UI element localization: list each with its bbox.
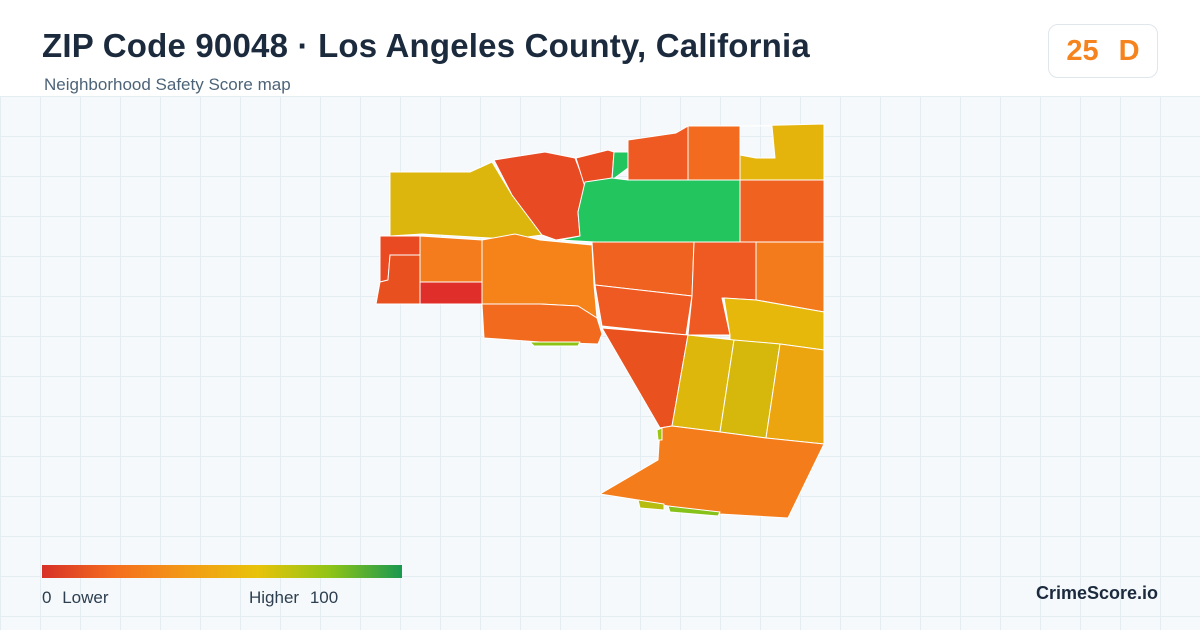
header: ZIP Code 90048 · Los Angeles County, Cal… bbox=[0, 0, 1200, 96]
score-badge: 25 D bbox=[1048, 24, 1158, 78]
legend-min-label: Lower bbox=[62, 588, 109, 607]
region-west-orange[interactable] bbox=[419, 235, 483, 283]
region-west-deep-red[interactable] bbox=[419, 281, 483, 305]
region-top-right-orange[interactable] bbox=[687, 125, 741, 181]
page-title: ZIP Code 90048 · Los Angeles County, Cal… bbox=[42, 27, 810, 64]
region-tiny-green[interactable] bbox=[656, 427, 663, 441]
legend-max-value: 100 bbox=[309, 588, 339, 607]
brand-logo-text: CrimeScore.io bbox=[1036, 583, 1159, 603]
legend-min: 0 Lower bbox=[42, 588, 109, 608]
region-green-large[interactable] bbox=[559, 177, 741, 243]
region-northwest[interactable] bbox=[389, 161, 543, 239]
region-green-sliver[interactable] bbox=[529, 341, 581, 347]
region-east-orange[interactable] bbox=[739, 179, 825, 243]
legend-gradient-rect bbox=[42, 565, 402, 578]
legend-color-bar bbox=[42, 565, 402, 578]
legend-max: Higher 100 bbox=[249, 588, 338, 608]
legend-min-value: 0 bbox=[42, 588, 52, 607]
page-subtitle: Neighborhood Safety Score map bbox=[44, 75, 291, 94]
region-top-orange[interactable] bbox=[627, 125, 689, 181]
region-south-sliver-1[interactable] bbox=[637, 499, 665, 511]
region-south-large[interactable] bbox=[599, 425, 825, 519]
legend-max-label: Higher bbox=[249, 588, 300, 607]
score-value: 25 bbox=[1066, 34, 1099, 67]
region-south-sliver-2[interactable] bbox=[667, 505, 721, 517]
region-top-right-yellow[interactable] bbox=[739, 123, 825, 181]
score-grade: D bbox=[1118, 34, 1140, 67]
region-central-lower[interactable] bbox=[481, 303, 603, 345]
region-green-tab[interactable] bbox=[611, 151, 629, 181]
